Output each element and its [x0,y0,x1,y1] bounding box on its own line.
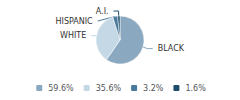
svg-text:3.2%: 3.2% [143,84,164,93]
svg-text:A.I.: A.I. [96,7,109,16]
svg-text:BLACK: BLACK [158,44,185,53]
svg-text:WHITE: WHITE [60,31,86,40]
svg-text:35.6%: 35.6% [96,84,122,93]
svg-text:59.6%: 59.6% [48,84,74,93]
svg-text:HISPANIC: HISPANIC [56,17,94,26]
svg-text:1.6%: 1.6% [185,84,206,93]
